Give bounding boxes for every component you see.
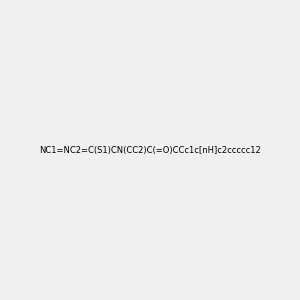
Text: NC1=NC2=C(S1)CN(CC2)C(=O)CCc1c[nH]c2ccccc12: NC1=NC2=C(S1)CN(CC2)C(=O)CCc1c[nH]c2cccc… <box>39 146 261 154</box>
